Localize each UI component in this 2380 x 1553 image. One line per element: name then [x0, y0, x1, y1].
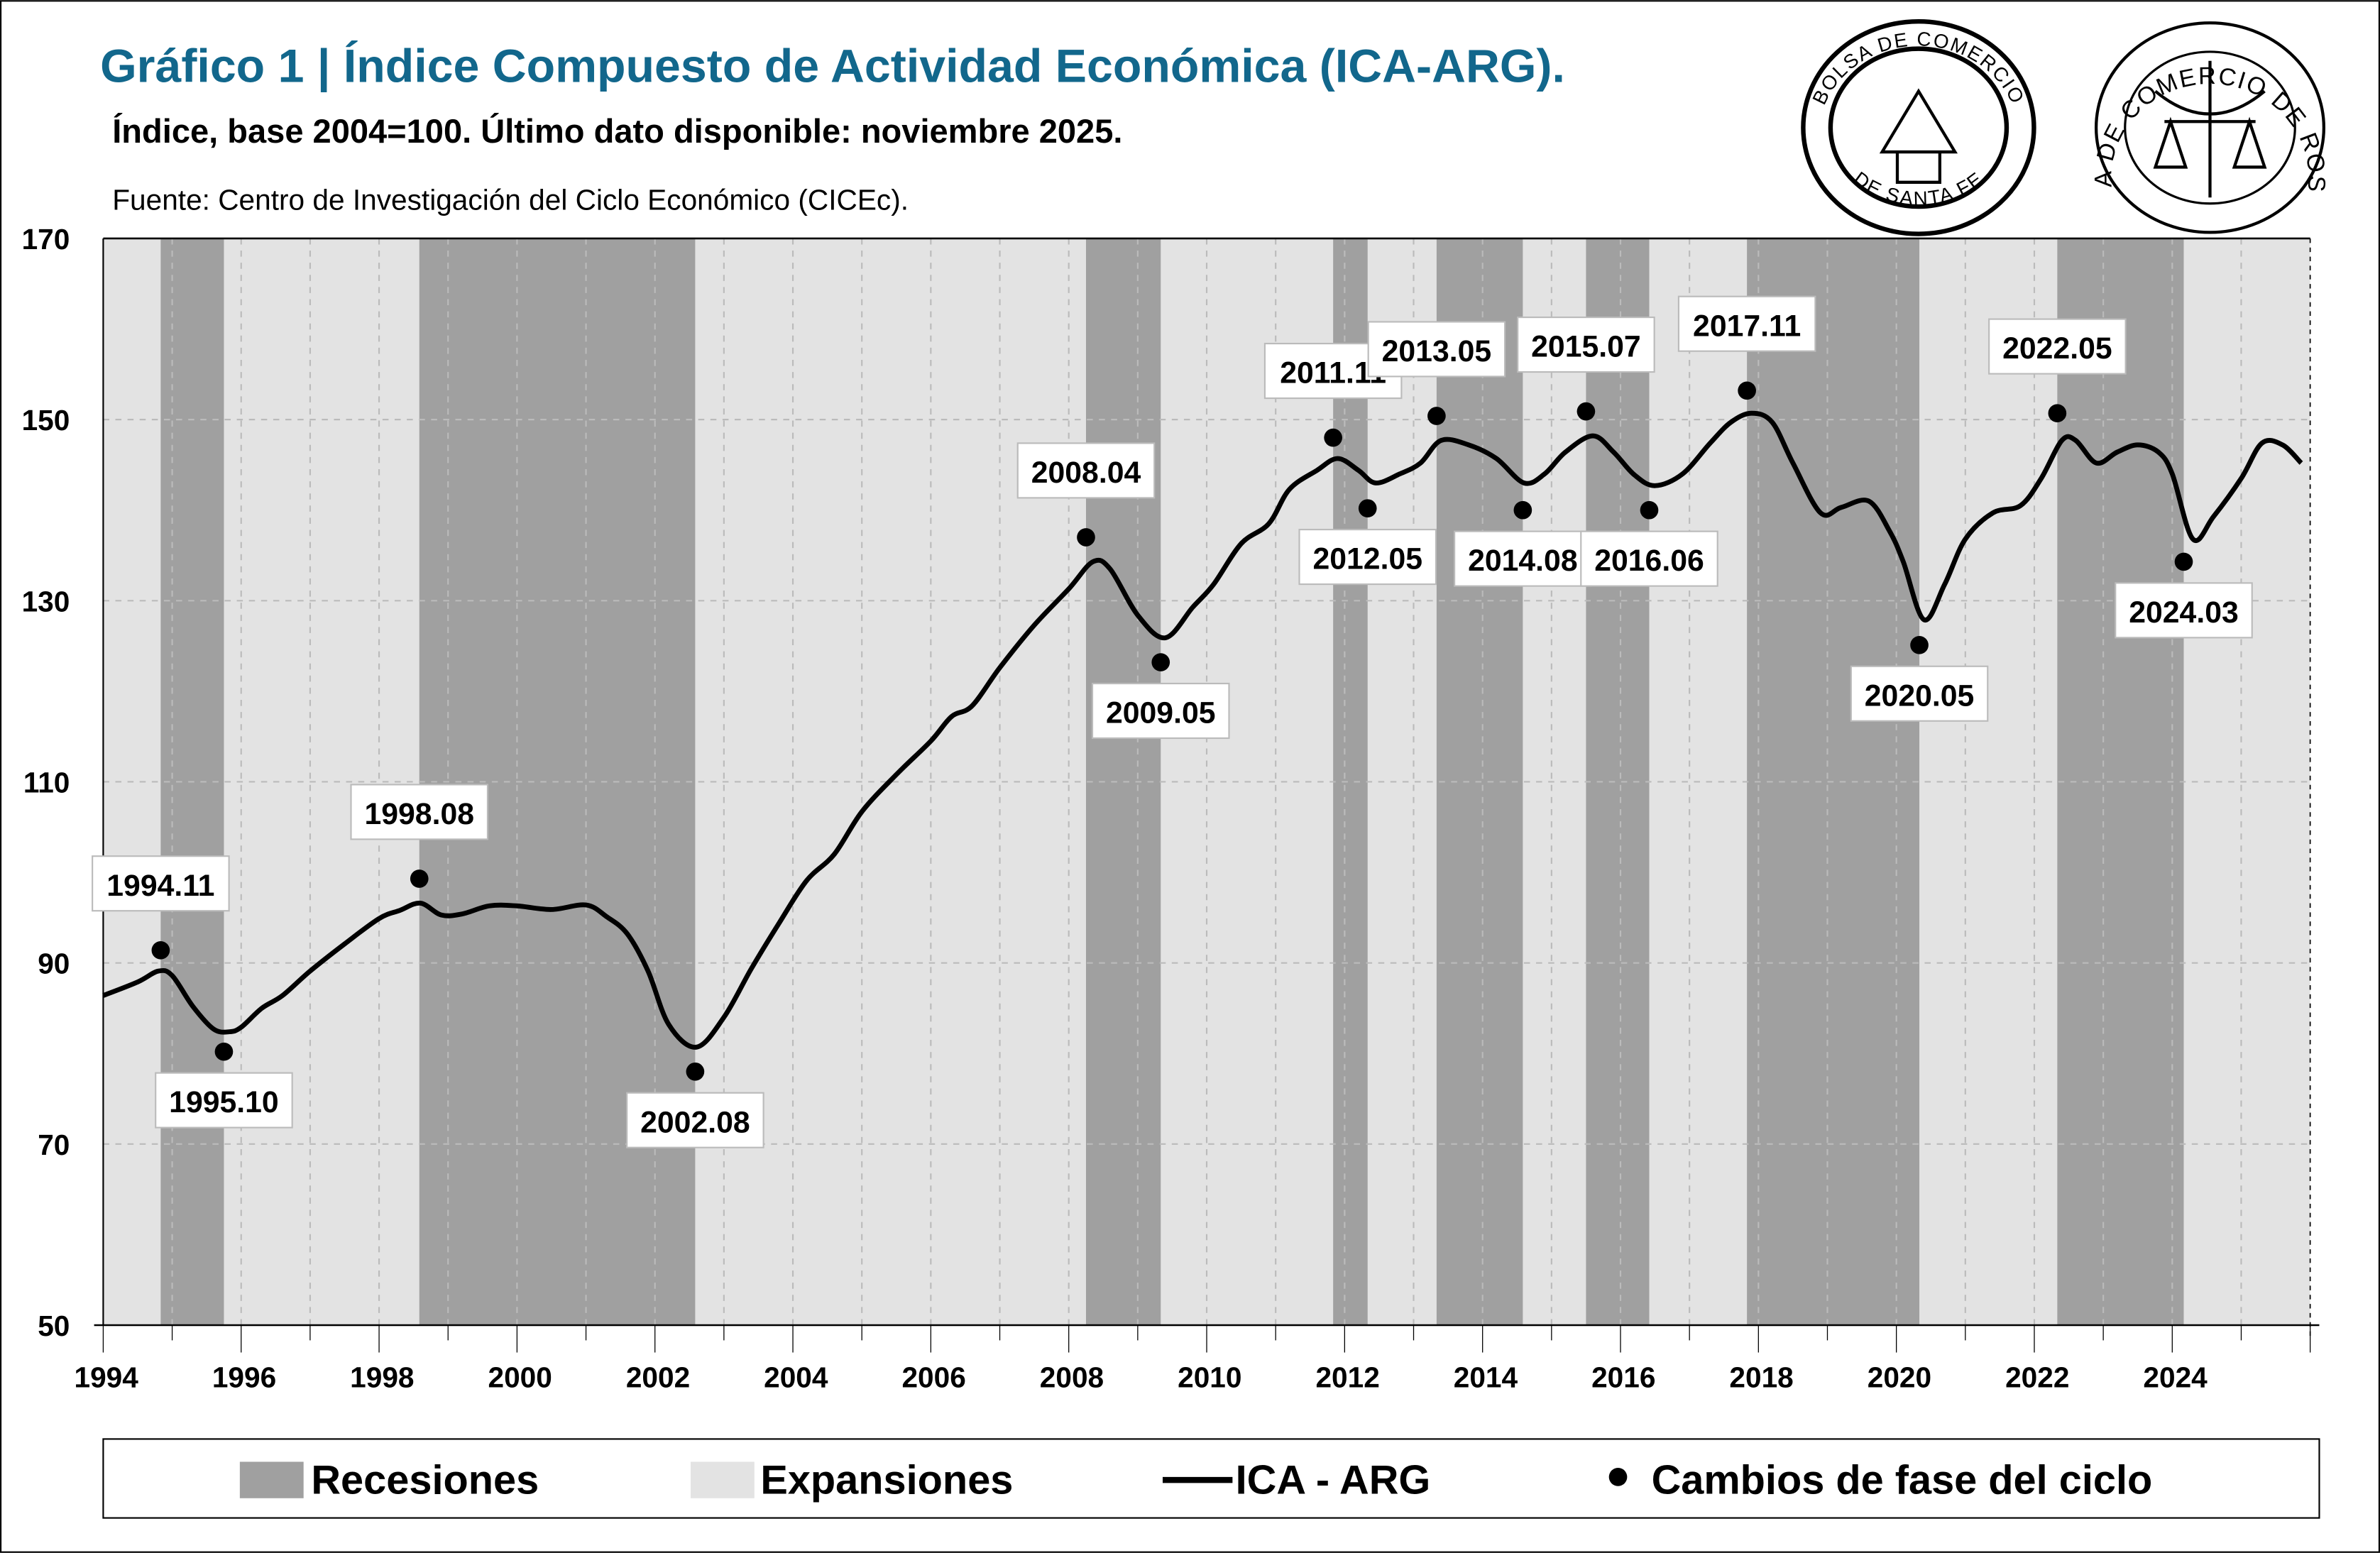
- legend-recession-label: Recesiones: [311, 1457, 539, 1503]
- x-tick-label: 2010: [1178, 1361, 1241, 1394]
- x-tick-label: 1994: [75, 1361, 139, 1394]
- phase-change-dot: [2048, 404, 2067, 423]
- legend-expansion-label: Expansiones: [760, 1457, 1013, 1503]
- phase-label-box: [1517, 316, 1655, 373]
- y-tick-label: 50: [38, 1310, 70, 1342]
- x-tick-label: 2016: [1591, 1361, 1655, 1394]
- phase-change-dot: [1576, 402, 1596, 421]
- phase-change-dot: [1513, 500, 1532, 520]
- legend: Recesiones Expansiones ICA - ARG Cambios…: [102, 1438, 2320, 1519]
- phase-label-box: [2115, 582, 2253, 639]
- phase-change-label: 2012.05: [1312, 542, 1422, 576]
- phase-label-box: [626, 1092, 764, 1148]
- phase-label-box: [1580, 530, 1718, 587]
- phase-change-dot: [1738, 381, 1756, 400]
- legend-line-label: ICA - ARG: [1236, 1457, 1431, 1503]
- chart-subtitle: Índice, base 2004=100. Último dato dispo…: [112, 112, 1122, 150]
- phase-change-dot: [1910, 635, 1929, 654]
- x-tick-label: 2004: [764, 1361, 828, 1394]
- y-tick-label: 110: [23, 766, 70, 799]
- recession-band: [1586, 238, 1650, 1326]
- phase-change-label: 2013.05: [1382, 334, 1492, 368]
- phase-change-dot: [214, 1042, 234, 1061]
- phase-label-box: [1850, 665, 1989, 722]
- phase-change-dot: [1077, 528, 1095, 547]
- phase-change-label: 2008.04: [1031, 456, 1141, 490]
- x-tick-label: 2008: [1040, 1361, 1104, 1394]
- legend-dot-swatch: [1608, 1468, 1628, 1486]
- phase-change-dot: [151, 940, 170, 960]
- phase-change-dot: [1151, 653, 1170, 671]
- x-tick-label: 2006: [901, 1361, 965, 1394]
- phase-change-dot: [1427, 407, 1446, 425]
- phase-change-dot: [1324, 428, 1342, 447]
- recession-band: [1333, 238, 1368, 1326]
- phase-change-dot: [1358, 499, 1377, 517]
- phase-change-label: 1998.08: [364, 797, 474, 831]
- x-tick-label: 2014: [1454, 1361, 1518, 1394]
- x-tick-label: 1998: [350, 1361, 414, 1394]
- phase-label-box: [92, 855, 230, 912]
- plot-area: 50 70 90 110 130 150 170 1994 1996 1998 2000 2002 20…: [22, 223, 2320, 1394]
- y-tick-label: 90: [38, 948, 70, 980]
- phase-change-label: 1994.11: [106, 869, 214, 903]
- y-tick-label: 130: [22, 585, 70, 618]
- phase-change-label: 2002.08: [640, 1105, 750, 1139]
- x-tick-label: 2018: [1729, 1361, 1793, 1394]
- phase-label-box: [350, 784, 489, 840]
- legend-recession-swatch: [239, 1461, 304, 1498]
- x-tick-label: 2024: [2143, 1361, 2208, 1394]
- legend-expansion-swatch: [690, 1461, 755, 1498]
- phase-change-dot: [686, 1062, 705, 1081]
- y-tick-label: 70: [38, 1129, 70, 1161]
- phase-change-dot: [410, 869, 429, 888]
- chart-source: Fuente: Centro de Investigación del Cicl…: [112, 183, 909, 216]
- x-tick-label: 2000: [488, 1361, 552, 1394]
- legend-dots-label: Cambios de fase del ciclo: [1652, 1457, 2153, 1503]
- phase-label-box: [1367, 321, 1506, 378]
- phase-label-box: [1454, 530, 1592, 587]
- phase-change-dot: [2174, 552, 2193, 571]
- y-tick-label: 170: [22, 223, 70, 256]
- phase-label-box: [1091, 682, 1230, 740]
- phase-change-label: 2014.08: [1468, 544, 1578, 578]
- x-tick-label: 1996: [212, 1361, 276, 1394]
- phase-change-label: 2017.11: [1693, 309, 1801, 343]
- phase-change-label: 2015.07: [1531, 330, 1641, 364]
- phase-change-label: 2016.06: [1594, 544, 1704, 578]
- x-tick-label: 2020: [1868, 1361, 1931, 1394]
- phase-change-label: 2009.05: [1106, 696, 1216, 730]
- phase-change-label: 1995.10: [169, 1085, 279, 1119]
- x-tick-label: 2002: [626, 1361, 690, 1394]
- phase-change-label: 2020.05: [1865, 679, 1975, 713]
- phase-label-box: [1988, 318, 2127, 375]
- phase-label-box: [1016, 442, 1156, 499]
- chart-title: Gráfico 1 | Índice Compuesto de Activida…: [100, 40, 1565, 94]
- phase-label-box: [155, 1072, 293, 1129]
- phase-label-box: [1677, 295, 1816, 352]
- phase-change-label: 2024.03: [2129, 596, 2239, 630]
- x-tick-label: 2022: [2005, 1361, 2069, 1394]
- y-tick-label: 150: [22, 404, 70, 437]
- phase-change-label: 2022.05: [2002, 331, 2112, 366]
- phase-label-box: [1298, 529, 1437, 586]
- ica-arg-line: [102, 410, 2303, 1050]
- phase-change-dot: [1640, 500, 1659, 520]
- bolsa-comercio-santa-fe-logo: BOLSA DE COMERCIO DE SANTA FE: [1801, 18, 2036, 236]
- x-tick-label: 2012: [1315, 1361, 1379, 1394]
